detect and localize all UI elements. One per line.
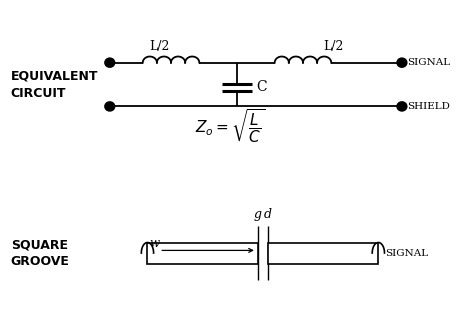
Text: SQUARE
GROOVE: SQUARE GROOVE — [11, 238, 70, 268]
Text: EQUIVALENT
CIRCUIT: EQUIVALENT CIRCUIT — [11, 70, 98, 100]
Text: w: w — [149, 237, 159, 250]
Circle shape — [397, 102, 407, 111]
Bar — [147, 243, 258, 263]
Text: SIGNAL: SIGNAL — [385, 249, 428, 258]
Text: L/2: L/2 — [149, 40, 169, 53]
Circle shape — [105, 58, 115, 67]
Text: SIGNAL: SIGNAL — [408, 58, 451, 67]
Text: C: C — [256, 80, 266, 94]
Text: g: g — [254, 208, 262, 221]
Text: $Z_o = \sqrt{\dfrac{L}{C}}$: $Z_o = \sqrt{\dfrac{L}{C}}$ — [195, 107, 264, 145]
Text: SHIELD: SHIELD — [408, 102, 450, 111]
Text: L/2: L/2 — [323, 40, 344, 53]
Circle shape — [105, 102, 115, 111]
Circle shape — [397, 58, 407, 67]
Bar — [268, 243, 378, 263]
Text: d: d — [264, 208, 272, 221]
